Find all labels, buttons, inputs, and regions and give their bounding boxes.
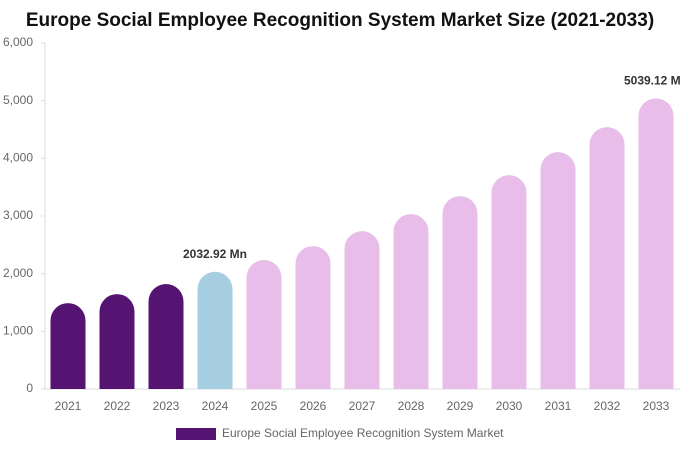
x-tick-label: 2030	[496, 399, 523, 413]
data-label: 2032.92 Mn	[183, 247, 247, 261]
y-tick-label: 0	[26, 381, 33, 395]
y-tick-label: 1,000	[3, 324, 33, 338]
x-tick-label: 2028	[398, 399, 425, 413]
x-tick-label: 2032	[594, 399, 621, 413]
y-tick-label: 5,000	[3, 93, 33, 107]
x-tick-label: 2025	[251, 399, 278, 413]
y-tick-label: 4,000	[3, 151, 33, 165]
x-tick-label: 2031	[545, 399, 572, 413]
x-tick-label: 2022	[104, 399, 131, 413]
x-tick-label: 2021	[55, 399, 82, 413]
bar	[148, 284, 184, 389]
x-tick-label: 2029	[447, 399, 474, 413]
x-tick-label: 2024	[202, 399, 229, 413]
x-tick-label: 2023	[153, 399, 180, 413]
bar	[442, 196, 478, 389]
bar	[638, 98, 674, 390]
x-tick-label: 2027	[349, 399, 376, 413]
legend-swatch	[176, 428, 216, 440]
legend-label: Europe Social Employee Recognition Syste…	[222, 426, 504, 440]
y-tick-label: 2,000	[3, 266, 33, 280]
data-label: 5039.12 Mn	[624, 74, 680, 88]
bar	[295, 246, 331, 389]
bar	[197, 271, 233, 389]
bar	[344, 231, 380, 389]
chart-title: Europe Social Employee Recognition Syste…	[26, 10, 654, 31]
x-tick-label: 2026	[300, 399, 327, 413]
y-tick-label: 6,000	[3, 35, 33, 49]
bar	[540, 152, 576, 389]
bar	[246, 260, 282, 389]
bar	[50, 303, 86, 389]
bar	[589, 127, 625, 389]
bar	[393, 214, 429, 389]
y-tick-label: 3,000	[3, 208, 33, 222]
bar	[491, 175, 527, 389]
x-tick-label: 2033	[643, 399, 670, 413]
bar	[99, 294, 135, 389]
